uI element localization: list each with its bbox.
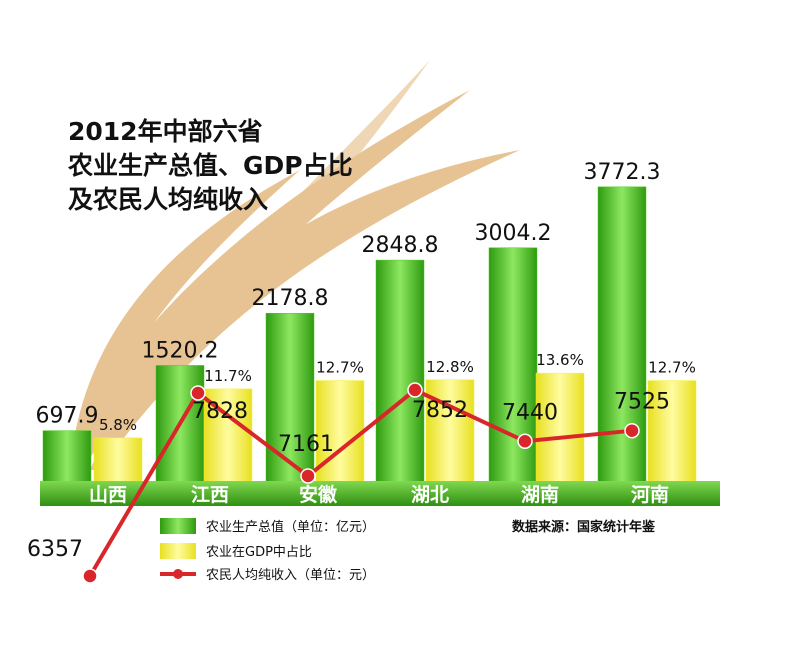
x-tick-label: 湖北 bbox=[411, 484, 449, 506]
bar bbox=[265, 312, 315, 487]
bar bbox=[597, 186, 647, 487]
x-tick-label: 山西 bbox=[89, 484, 127, 506]
bar bbox=[375, 259, 425, 487]
data-label: 6357 bbox=[27, 537, 83, 562]
title-line: 及农民人均纯收入 bbox=[68, 185, 268, 214]
bar bbox=[42, 430, 92, 487]
legend-label: 农业生产总值（单位：亿元） bbox=[206, 519, 375, 535]
source: 数据来源：国家统计年鉴 bbox=[512, 519, 656, 535]
bar bbox=[425, 379, 475, 487]
line bbox=[88, 387, 633, 578]
line-point bbox=[407, 382, 423, 398]
data-label: 7828 bbox=[192, 399, 248, 424]
data-label: 7161 bbox=[278, 432, 334, 457]
data-label: 7440 bbox=[502, 400, 558, 425]
data-label: 12.7% bbox=[648, 359, 696, 377]
bars: 697.9 1520.2 2178.8 2848.8 3004.2 3772.3 5.8% 1… bbox=[36, 160, 697, 487]
data-label: 5.8% bbox=[99, 416, 137, 434]
title-line: 农业生产总值、GDP占比 bbox=[67, 151, 353, 180]
data-label: 2178.8 bbox=[252, 286, 329, 311]
data-label: 13.6% bbox=[536, 351, 584, 369]
data-label: 2848.8 bbox=[362, 233, 439, 258]
line-point bbox=[300, 468, 316, 484]
x-tick-label: 江西 bbox=[191, 484, 229, 506]
bar bbox=[647, 380, 697, 487]
bar bbox=[488, 247, 538, 487]
data-label: 11.7% bbox=[204, 367, 252, 385]
bar bbox=[535, 372, 585, 487]
line-point bbox=[517, 433, 533, 450]
data-label: 7852 bbox=[412, 398, 468, 423]
x-tick-label: 湖南 bbox=[521, 484, 559, 506]
legend-swatch bbox=[160, 543, 196, 559]
legend-swatch bbox=[173, 569, 183, 579]
title-line: 2012年中部六省 bbox=[68, 117, 263, 146]
data-label: 12.7% bbox=[316, 359, 364, 377]
line-point bbox=[624, 422, 640, 439]
legend: 农业生产总值（单位：亿元） 农业在GDP中占比 农民人均纯收入（单位：元） 数据… bbox=[160, 518, 656, 583]
legend-label: 农业在GDP中占比 bbox=[206, 545, 312, 560]
legend-swatch bbox=[160, 518, 196, 534]
bar bbox=[315, 380, 365, 487]
bar bbox=[93, 437, 143, 487]
x-tick-label: 河南 bbox=[631, 484, 669, 506]
overlay: 山西 江西 安徽 湖北 湖南 河南 6357 7828 7161 7852 7440 7525 bbox=[27, 382, 670, 584]
line-point bbox=[190, 385, 206, 401]
data-label: 1520.2 bbox=[142, 338, 219, 363]
data-label: 3004.2 bbox=[475, 221, 552, 246]
data-label: 7525 bbox=[614, 390, 670, 415]
line-point bbox=[82, 568, 98, 584]
legend-label: 农民人均纯收入（单位：元） bbox=[206, 568, 375, 583]
data-label: 697.9 bbox=[36, 404, 99, 429]
x-tick-label: 安徽 bbox=[299, 483, 338, 506]
data-label: 12.8% bbox=[426, 358, 474, 376]
category-band bbox=[40, 481, 720, 506]
data-label: 3772.3 bbox=[584, 160, 661, 185]
chart-title: 2012年中部六省 农业生产总值、GDP占比 及农民人均纯收入 bbox=[67, 117, 353, 214]
